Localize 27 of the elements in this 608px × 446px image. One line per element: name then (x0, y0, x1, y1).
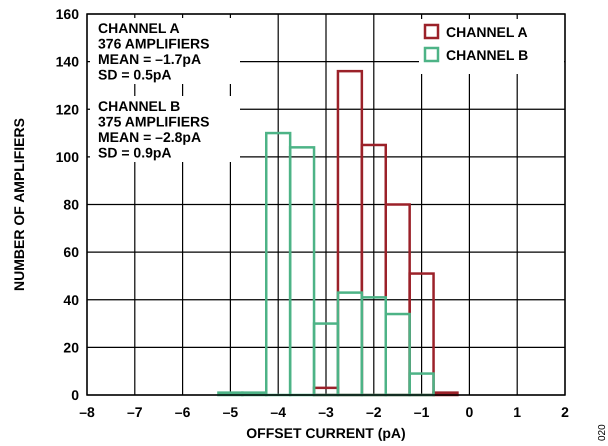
x-tick-label: –7 (127, 404, 143, 420)
x-tick-label: –2 (366, 404, 382, 420)
x-tick-label: 1 (513, 404, 522, 420)
y-axis-title: NUMBER OF AMPLIFIERS (11, 118, 27, 291)
x-tick-label: –4 (270, 404, 286, 420)
y-tick-label: 120 (56, 101, 80, 118)
annotation: CHANNEL B 375 AMPLIFIERS MEAN = –2.8pA SD = 0.9pA (98, 98, 210, 160)
x-tick-label: –5 (222, 404, 238, 420)
x-tick-label: 2 (561, 404, 570, 420)
y-tick-label: 140 (56, 54, 80, 70)
annotation: CHANNEL A 376 AMPLIFIERS MEAN = –1.7pA SD = 0.5pA (98, 20, 210, 82)
x-tick-label: –3 (318, 404, 334, 420)
y-tick-label: 60 (63, 244, 80, 260)
y-tick-label: 0 (71, 387, 80, 403)
y-tick-label: 20 (63, 339, 80, 356)
legend-label: CHANNEL A (446, 24, 528, 40)
x-tick-label: –1 (414, 404, 430, 420)
y-tick-label: 40 (63, 292, 80, 308)
y-tick-label: 100 (56, 148, 80, 165)
x-tick-label: 0 (466, 404, 474, 420)
x-axis-title: OFFSET CURRENT (pA) (246, 425, 406, 441)
x-tick-label: –8 (79, 404, 95, 420)
y-tick-label: 160 (56, 6, 80, 22)
legend-label: CHANNEL B (446, 47, 528, 63)
text: 020 (597, 424, 608, 441)
y-tick-label: 80 (63, 196, 80, 212)
x-tick-label: –6 (174, 404, 191, 420)
